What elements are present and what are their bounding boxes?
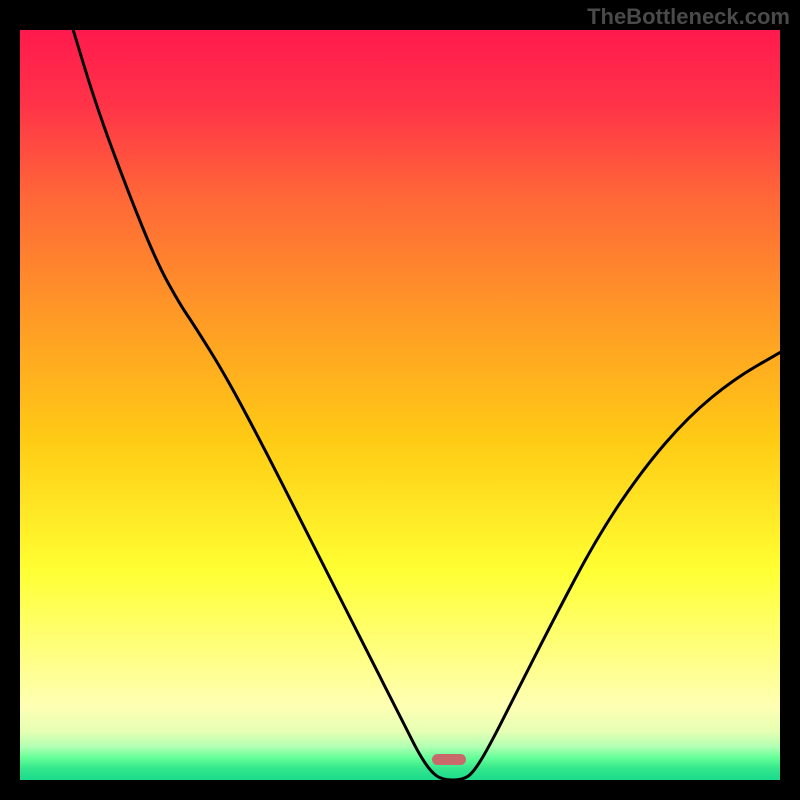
chart-frame <box>20 30 780 780</box>
optimal-point-marker <box>432 754 466 765</box>
bottleneck-curve <box>20 30 780 780</box>
attribution-text: TheBottleneck.com <box>587 4 790 30</box>
